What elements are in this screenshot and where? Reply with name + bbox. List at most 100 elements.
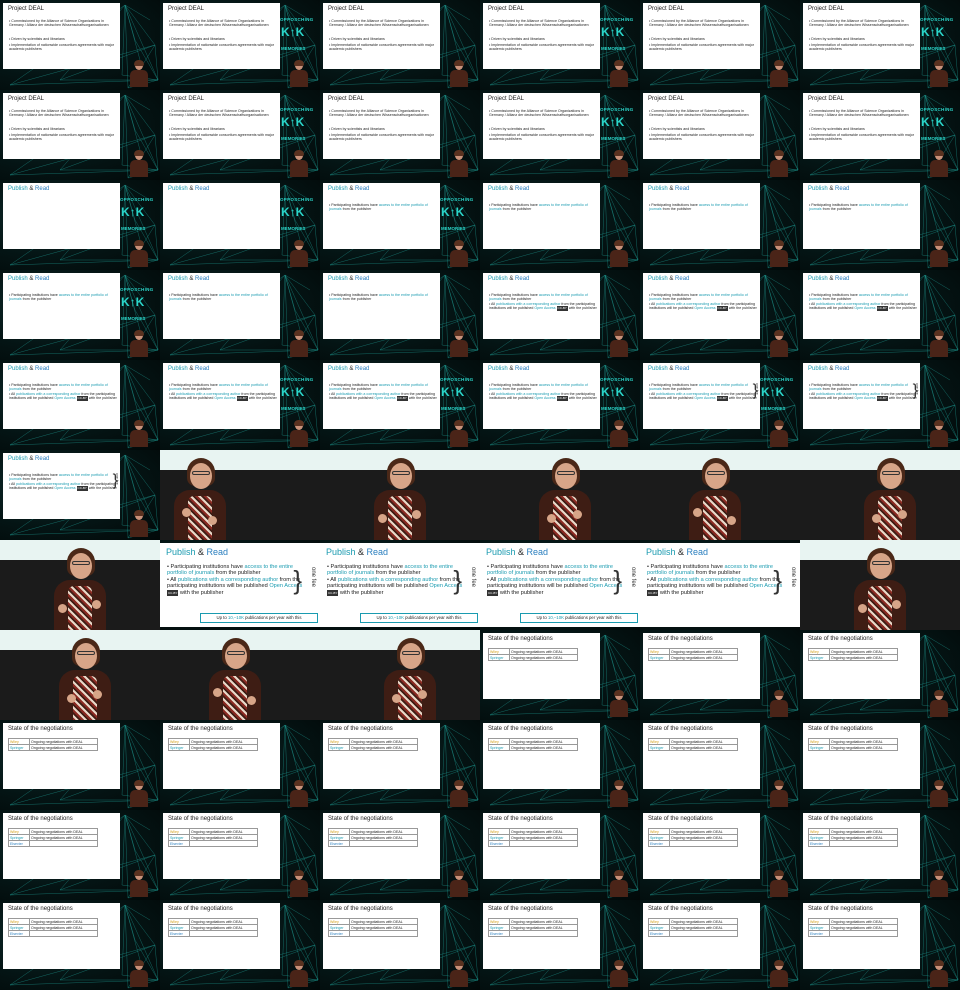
video-frame-thumbnail[interactable]: Publish & Read • Participating institutio… — [160, 270, 320, 360]
video-frame-thumbnail[interactable]: OPPOSCHING K↑K MEMORIES Project DEAL • Commi… — [800, 0, 960, 90]
bullet-text: • Participating institutions have — [327, 564, 405, 570]
video-frame-thumbnail[interactable]: Project DEAL • Commissioned by the Allian… — [640, 90, 800, 180]
video-frame-thumbnail[interactable]: State of the negotiations Wiley Ongoing ne… — [800, 900, 960, 990]
video-frame-thumbnail[interactable]: Project DEAL • Commissioned by the Allian… — [640, 0, 800, 90]
video-frame-thumbnail[interactable]: State of the negotiations Wiley Ongoing ne… — [320, 720, 480, 810]
speaker-body — [770, 70, 788, 87]
video-frame-thumbnail[interactable]: State of the negotiations Wiley Ongoing ne… — [480, 810, 640, 900]
speaker-thumbnail — [768, 420, 790, 447]
video-frame-thumbnail[interactable]: Publish & Read • Participating institutio… — [0, 450, 160, 540]
video-frame-thumbnail[interactable]: OPPOSCHING K↑K MEMORIES Publish & Read • Par… — [480, 360, 640, 450]
video-frame-thumbnail[interactable]: OPPOSCHING K↑K MEMORIES Project DEAL • Commi… — [800, 90, 960, 180]
license-badge: CC-BY — [487, 589, 499, 597]
video-frame-thumbnail[interactable]: OPPOSCHING K↑K MEMORIES Publish & Read • Par… — [0, 270, 160, 360]
video-frame-thumbnail[interactable]: State of the negotiations Wiley Ongoing ne… — [640, 810, 800, 900]
video-frame-thumbnail[interactable]: OPPOSCHING K↑K MEMORIES Publish & Read — [160, 180, 320, 270]
speaker-body — [770, 790, 788, 807]
video-frame-thumbnail[interactable]: State of the negotiations Wiley Ongoing ne… — [800, 630, 960, 720]
video-frame-thumbnail[interactable]: Publish & Read • Participating institutio… — [320, 270, 480, 360]
slide-bullet: • Implementation of nationwide consortiu… — [169, 43, 274, 52]
video-frame-thumbnail[interactable] — [320, 630, 480, 720]
video-frame-thumbnail[interactable]: Publish & Read • Participating institutio… — [160, 540, 320, 630]
video-frame-thumbnail[interactable]: State of the negotiations Wiley Ongoing ne… — [320, 810, 480, 900]
video-frame-thumbnail[interactable]: State of the negotiations Wiley Ongoing ne… — [0, 900, 160, 990]
video-frame-thumbnail[interactable] — [800, 450, 960, 540]
bullet-text: with the publisher — [567, 396, 597, 401]
video-frame-thumbnail[interactable]: State of the negotiations Wiley Ongoing ne… — [640, 720, 800, 810]
logo-line-2: K↑K — [921, 115, 945, 129]
slide-title: State of the negotiations — [648, 726, 713, 732]
video-frame-thumbnail[interactable]: Publish & Read • Participating institutio… — [800, 180, 960, 270]
speaker-hair — [294, 960, 304, 966]
video-frame-thumbnail[interactable]: State of the negotiations Wiley Ongoing ne… — [800, 810, 960, 900]
video-frame-thumbnail[interactable]: Publish & Read • Participating institutio… — [480, 180, 640, 270]
video-frame-thumbnail[interactable]: State of the negotiations Wiley Ongoing ne… — [640, 900, 800, 990]
video-frame-thumbnail[interactable]: Project DEAL • Commissioned by the Allian… — [0, 0, 160, 90]
video-frame-thumbnail[interactable]: State of the negotiations Wiley Ongoing ne… — [0, 810, 160, 900]
video-frame-thumbnail[interactable]: State of the negotiations Wiley Ongoing ne… — [320, 900, 480, 990]
video-frame-thumbnail[interactable]: Publish & Read • Participating institutio… — [480, 270, 640, 360]
speaker-hair — [774, 960, 784, 966]
speaker-hand — [247, 696, 256, 705]
video-frame-thumbnail[interactable] — [0, 540, 160, 630]
video-frame-thumbnail[interactable]: State of the negotiations Wiley Ongoing ne… — [480, 900, 640, 990]
video-frame-thumbnail[interactable]: Publish & Read • Participating institutio… — [640, 180, 800, 270]
video-frame-thumbnail[interactable]: OPPOSCHING K↑K MEMORIES Project DEAL • Commi… — [160, 0, 320, 90]
video-frame-thumbnail[interactable]: State of the negotiations Wiley Ongoing ne… — [800, 720, 960, 810]
video-frame-thumbnail[interactable]: OPPOSCHING K↑K MEMORIES Publish & Read — [0, 180, 160, 270]
video-frame-thumbnail[interactable]: OPPOSCHING K↑K MEMORIES Project DEAL • Commi… — [480, 0, 640, 90]
video-frame-thumbnail[interactable]: Publish & Read • Participating institutio… — [0, 360, 160, 450]
publisher-cell: Elsevier — [328, 930, 350, 937]
slide-title: State of the negotiations — [168, 906, 233, 912]
bullet-text: • All — [809, 392, 817, 396]
speaker-thumbnail — [928, 960, 950, 987]
glasses-icon — [707, 471, 725, 475]
video-frame-thumbnail[interactable]: Publish & Read • Participating institutio… — [480, 540, 640, 630]
video-frame-thumbnail[interactable]: State of the negotiations Wiley Ongoing ne… — [480, 630, 640, 720]
video-frame-thumbnail[interactable]: Project DEAL • Commissioned by the Allian… — [320, 90, 480, 180]
video-frame-thumbnail[interactable]: OPPOSCHING K↑K MEMORIES Publish & Read • Par… — [640, 360, 800, 450]
video-frame-thumbnail[interactable]: State of the negotiations Wiley Ongoing ne… — [160, 720, 320, 810]
slide-fullscreen: Publish & Read • Participating institutio… — [640, 543, 800, 627]
video-frame-thumbnail[interactable]: OPPOSCHING K↑K MEMORIES Project DEAL • Commi… — [160, 90, 320, 180]
video-frame-thumbnail[interactable]: Publish & Read • Participating institutio… — [640, 270, 800, 360]
video-frame-thumbnail[interactable]: State of the negotiations Wiley Ongoing ne… — [640, 630, 800, 720]
speaker-hair — [454, 870, 464, 876]
video-frame-thumbnail[interactable]: Publish & Read • Participating institutio… — [320, 540, 480, 630]
video-frame-thumbnail[interactable]: State of the negotiations Wiley Ongoing ne… — [480, 720, 640, 810]
video-frame-thumbnail[interactable]: State of the negotiations Wiley Ongoing ne… — [0, 720, 160, 810]
video-frame-thumbnail[interactable]: OPPOSCHING K↑K MEMORIES Publish & Read • Par… — [320, 180, 480, 270]
video-frame-thumbnail[interactable] — [480, 450, 640, 540]
video-frame-thumbnail[interactable] — [640, 450, 800, 540]
video-frame-thumbnail[interactable]: Project DEAL • Commissioned by the Allian… — [320, 0, 480, 90]
speaker-hair — [134, 870, 144, 876]
video-frame-thumbnail[interactable] — [160, 630, 320, 720]
video-frame-thumbnail[interactable]: Publish & Read • Participating institutio… — [800, 360, 960, 450]
video-frame-thumbnail[interactable]: Publish & Read • Participating institutio… — [800, 270, 960, 360]
video-frame-thumbnail[interactable] — [160, 450, 320, 540]
video-frame-thumbnail[interactable] — [800, 540, 960, 630]
video-frame-thumbnail[interactable]: State of the negotiations Wiley Ongoing ne… — [160, 900, 320, 990]
presentation-slide: Publish & Read — [163, 183, 280, 249]
bullet-text: from the participating institutions will… — [329, 392, 435, 401]
speaker-hair — [774, 150, 784, 156]
slide-title: Publish & Read — [166, 547, 228, 557]
video-frame-thumbnail[interactable]: OPPOSCHING K↑K MEMORIES Publish & Read • Par… — [160, 360, 320, 450]
bullet-access: • Participating institutions have access… — [809, 203, 917, 212]
video-frame-thumbnail[interactable] — [320, 450, 480, 540]
video-frame-thumbnail[interactable]: State of the negotiations Wiley Ongoing ne… — [160, 810, 320, 900]
speaker-hand — [547, 514, 556, 523]
bullet-highlight: Open Access — [269, 583, 303, 590]
banner-text: Up to — [536, 615, 548, 620]
video-frame-thumbnail[interactable]: OPPOSCHING K↑K MEMORIES Project DEAL • Commi… — [480, 90, 640, 180]
bullet-highlight: access to the entire portfolio of journa… — [169, 383, 268, 392]
speaker-hair — [934, 870, 944, 876]
bullet-highlight: publications with a corresponding author — [816, 302, 881, 306]
video-frame-thumbnail[interactable]: Project DEAL • Commissioned by the Allian… — [0, 90, 160, 180]
speaker-body — [290, 430, 308, 447]
video-frame-thumbnail[interactable] — [0, 630, 160, 720]
bullet-text: • All — [329, 392, 337, 396]
negotiations-table: Wiley Ongoing negotiations with DEAL Sprin… — [488, 648, 578, 661]
video-frame-thumbnail[interactable]: OPPOSCHING K↑K MEMORIES Publish & Read • Par… — [320, 360, 480, 450]
video-frame-thumbnail[interactable]: Publish & Read • Participating institutio… — [640, 540, 800, 630]
